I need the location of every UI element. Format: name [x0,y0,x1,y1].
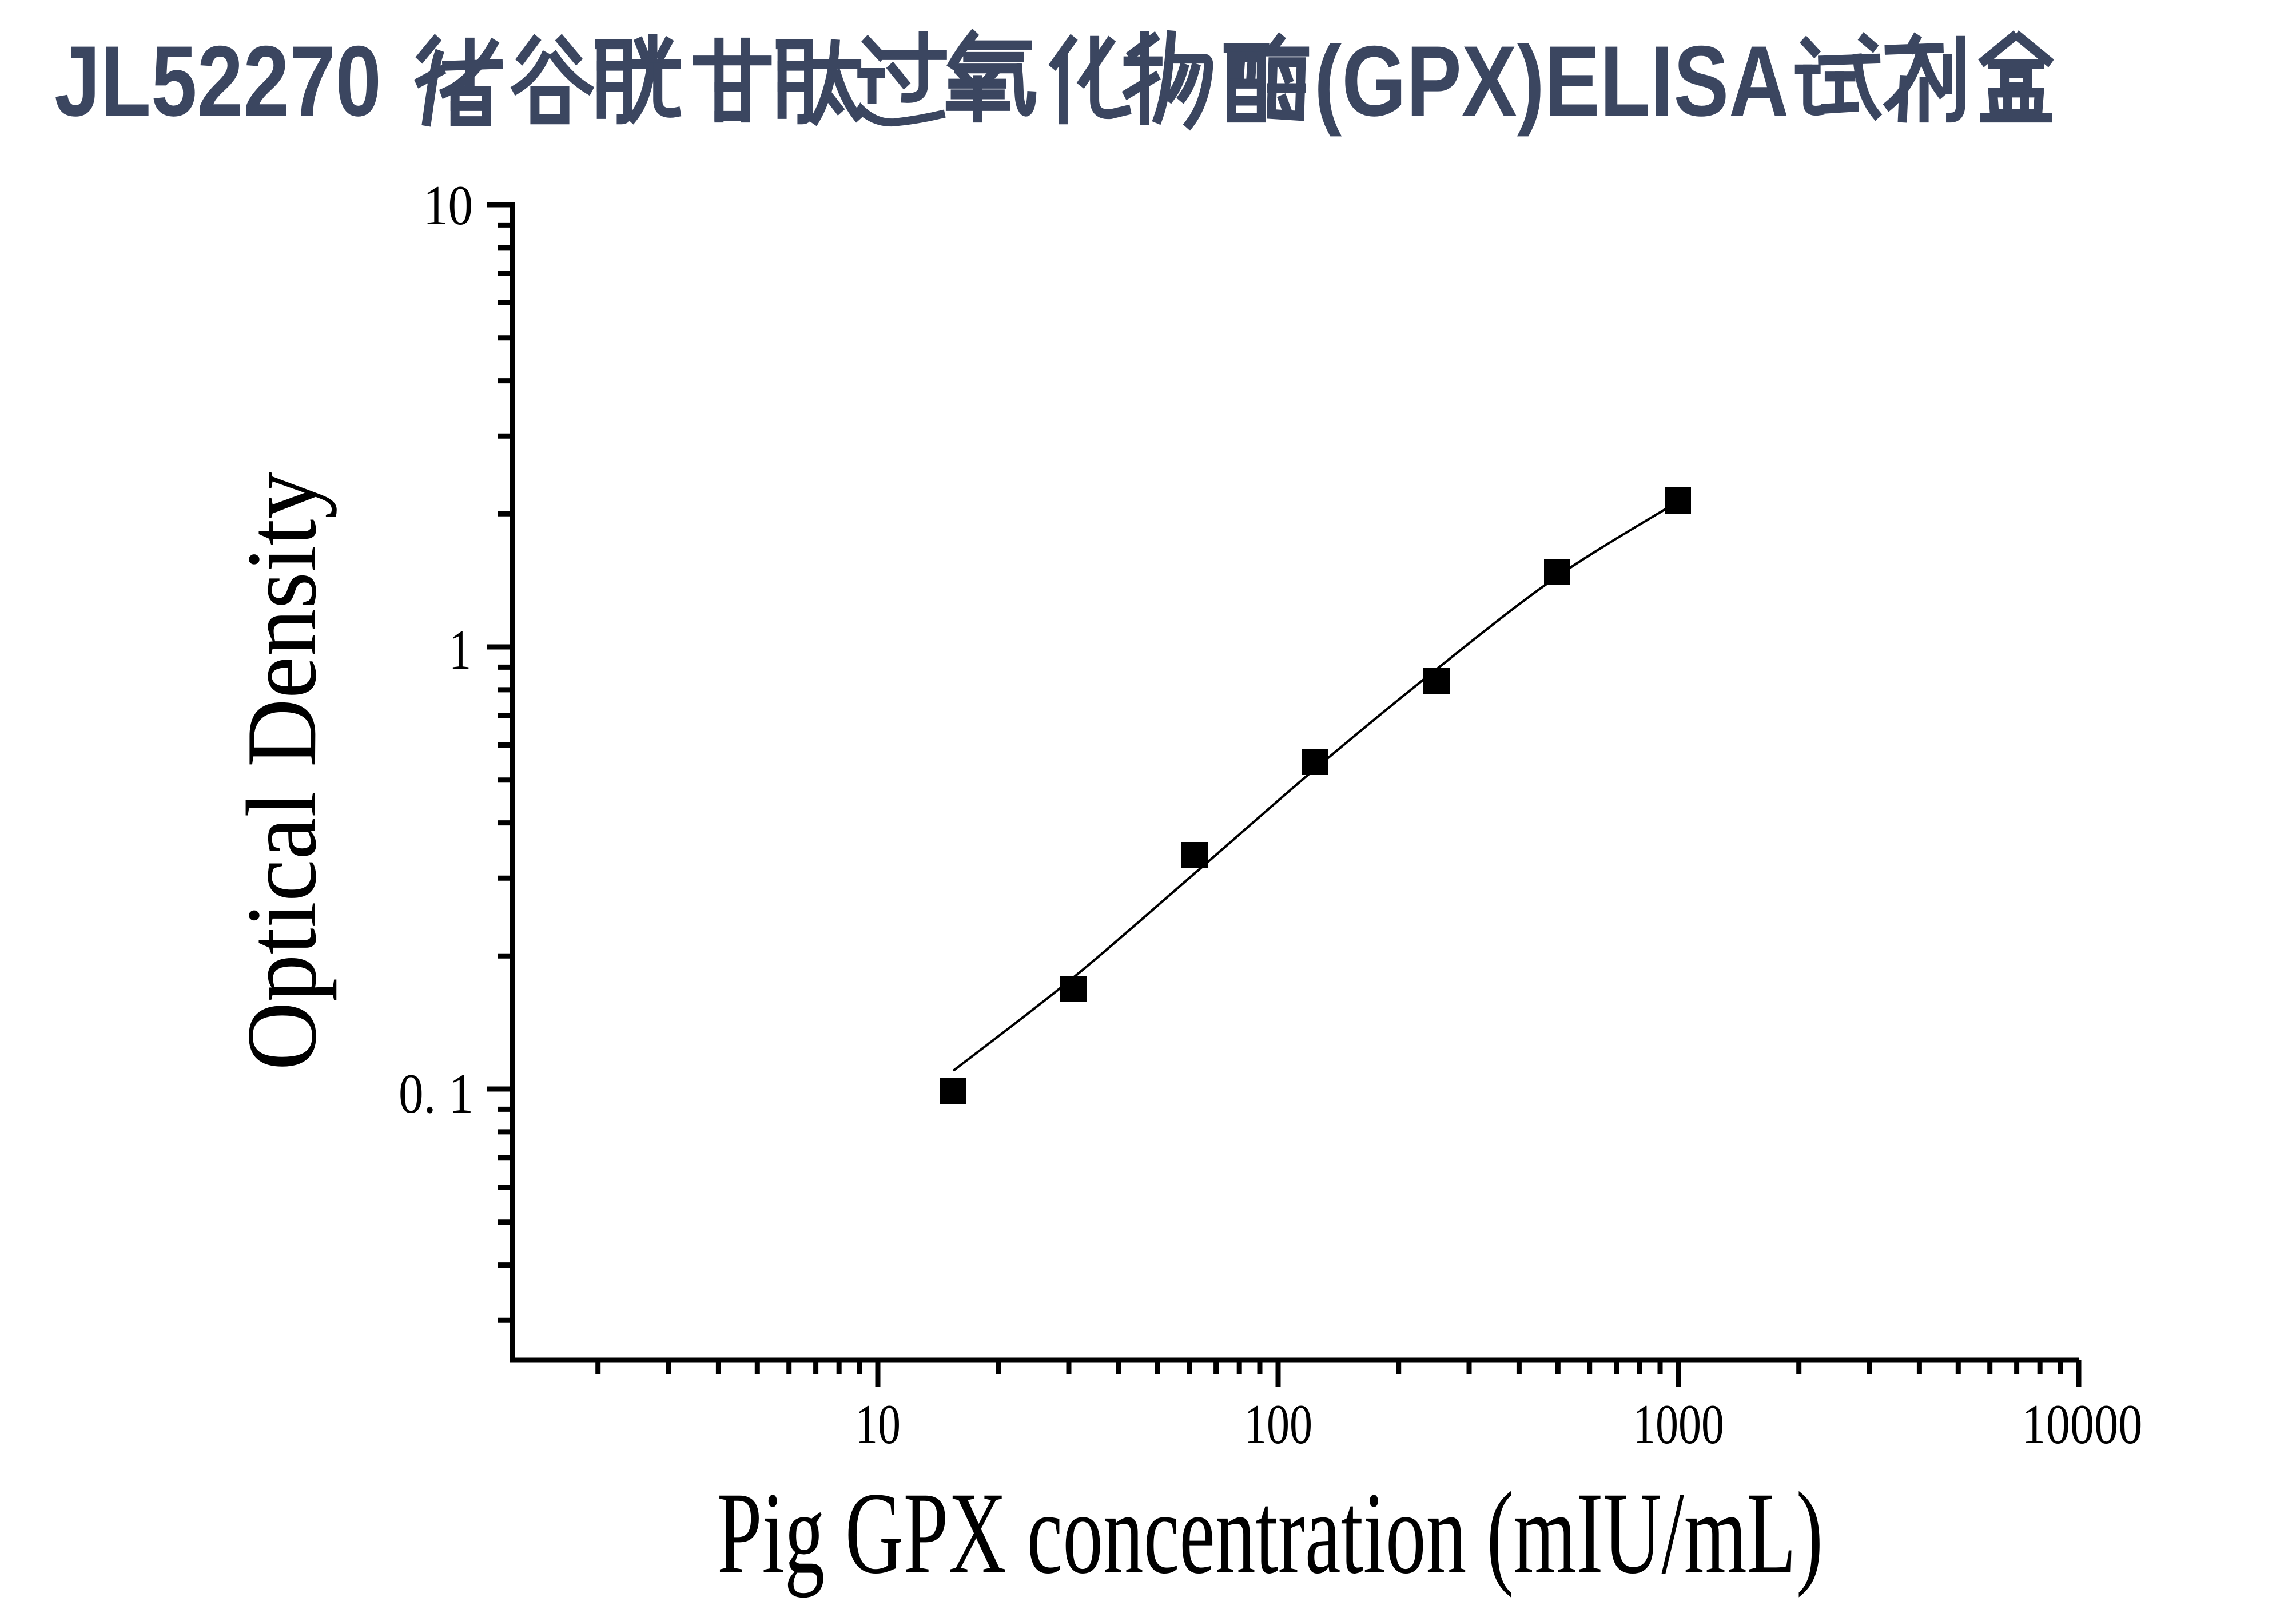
svg-text:Pig GPX concentration (mIU/mL): Pig GPX concentration (mIU/mL) [717,1468,1823,1598]
svg-text:100: 100 [1244,1393,1312,1456]
svg-text:(GPX)ELISA: (GPX)ELISA [1314,26,1789,137]
svg-text:10000: 10000 [2022,1393,2143,1456]
svg-text:10: 10 [855,1393,901,1456]
svg-text:10: 10 [423,174,473,237]
svg-text:1: 1 [449,619,471,681]
svg-text:0. 1: 0. 1 [399,1063,473,1125]
svg-text:1000: 1000 [1633,1393,1724,1456]
svg-text:Optical Density: Optical Density [226,472,337,1071]
svg-text:JL52270: JL52270 [54,26,381,137]
